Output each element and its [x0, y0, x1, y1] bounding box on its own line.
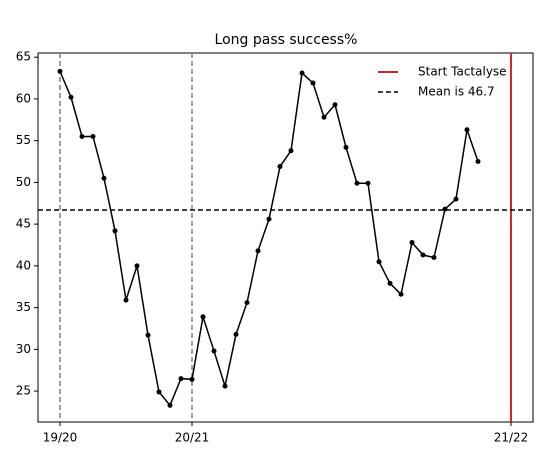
data-point [332, 102, 338, 108]
data-point [222, 383, 228, 389]
data-point [431, 255, 437, 261]
y-tick-label: 60 [16, 91, 31, 105]
data-point [123, 297, 129, 303]
data-point [376, 259, 382, 265]
data-point [420, 252, 426, 258]
data-point [464, 127, 470, 133]
x-tick-label: 21/22 [494, 431, 529, 445]
y-tick-label: 50 [16, 175, 31, 189]
data-point [387, 280, 393, 286]
data-point [442, 206, 448, 212]
data-point [167, 402, 173, 408]
data-point [354, 180, 360, 186]
data-point [233, 331, 239, 337]
data-point [321, 114, 327, 120]
chart-title: Long pass success% [215, 32, 358, 48]
x-tick-label: 19/20 [43, 431, 78, 445]
data-point [178, 376, 184, 382]
data-point [68, 94, 74, 100]
y-tick-label: 35 [16, 300, 31, 314]
data-point [398, 291, 404, 297]
data-point [453, 196, 459, 202]
x-tick-label: 20/21 [175, 431, 210, 445]
data-point [200, 314, 206, 320]
data-point [409, 240, 415, 246]
data-point [57, 68, 63, 74]
data-point [112, 228, 118, 234]
data-point [310, 80, 316, 86]
data-point [475, 159, 481, 165]
data-point [288, 148, 294, 154]
data-point [244, 300, 250, 306]
data-point [299, 70, 305, 76]
data-point [266, 216, 272, 222]
data-point [255, 248, 261, 254]
data-point [90, 133, 96, 139]
data-point [134, 263, 140, 269]
y-tick-label: 30 [16, 342, 31, 356]
legend-label: Start Tactalyse [418, 65, 507, 79]
data-point [277, 164, 283, 170]
y-tick-label: 45 [16, 217, 31, 231]
data-point [343, 144, 349, 150]
data-point [189, 376, 195, 382]
legend-label: Mean is 46.7 [418, 85, 495, 99]
axes-frame [37, 52, 534, 423]
y-tick-label: 40 [16, 258, 31, 272]
y-tick-label: 25 [16, 384, 31, 398]
data-point [156, 389, 162, 395]
data-point [145, 332, 151, 338]
data-point [365, 180, 371, 186]
data-point [79, 133, 85, 139]
y-tick-label: 65 [16, 50, 31, 64]
data-line [59, 71, 479, 407]
data-point [101, 175, 107, 181]
data-point [211, 348, 217, 354]
y-tick-label: 55 [16, 133, 31, 147]
